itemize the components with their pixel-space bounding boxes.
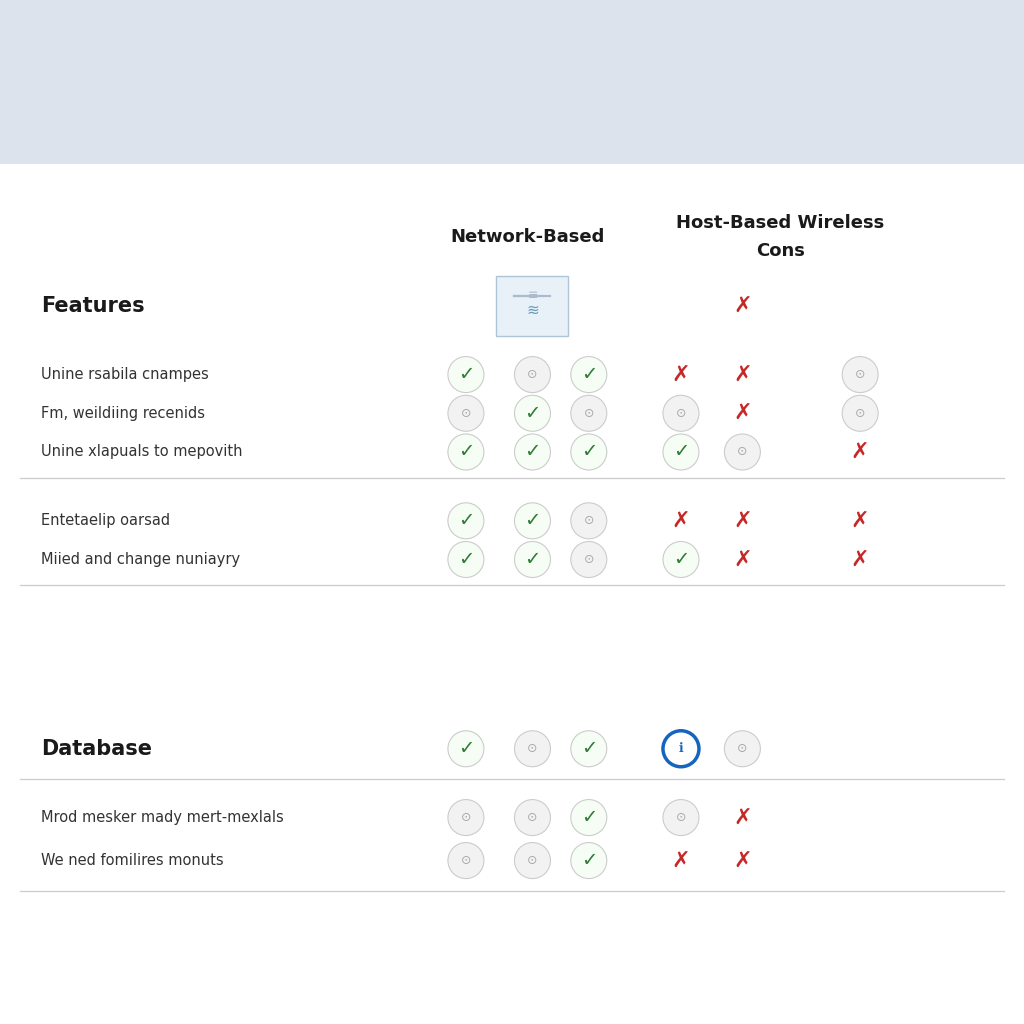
Text: We ned fomilires monuts: We ned fomilires monuts [41, 853, 223, 868]
Text: ✓: ✓ [524, 442, 541, 462]
Circle shape [842, 395, 879, 431]
Text: ✗: ✗ [733, 296, 752, 315]
Circle shape [447, 800, 484, 836]
Circle shape [514, 356, 551, 392]
Text: Entetaelip oarsad: Entetaelip oarsad [41, 513, 170, 528]
Text: ⊙: ⊙ [737, 742, 748, 756]
Text: ✓: ✓ [458, 442, 474, 462]
Circle shape [724, 434, 761, 470]
Circle shape [570, 356, 607, 392]
Circle shape [663, 731, 699, 767]
Text: ≋: ≋ [526, 303, 539, 318]
Text: ✗: ✗ [851, 442, 869, 462]
Text: ✓: ✓ [581, 739, 597, 758]
Text: Mrod mesker mady mert-mexlals: Mrod mesker mady mert-mexlals [41, 810, 284, 825]
Text: ✗: ✗ [672, 851, 690, 870]
Circle shape [447, 395, 484, 431]
Text: ✓: ✓ [673, 550, 689, 569]
Text: ✓: ✓ [673, 442, 689, 462]
Circle shape [663, 800, 699, 836]
Text: Fm, weildiing recenids: Fm, weildiing recenids [41, 406, 205, 421]
Text: ⊙: ⊙ [855, 407, 865, 420]
Text: ✓: ✓ [524, 550, 541, 569]
Text: ✗: ✗ [672, 365, 690, 385]
Text: What threry or Vulnerability Scan?: What threry or Vulnerability Scan? [41, 36, 692, 69]
Circle shape [724, 731, 761, 767]
Text: ✓: ✓ [581, 366, 597, 384]
Text: ✗: ✗ [672, 511, 690, 530]
Text: ⊙: ⊙ [527, 742, 538, 756]
Text: ⊙: ⊙ [676, 407, 686, 420]
Circle shape [447, 731, 484, 767]
Circle shape [570, 731, 607, 767]
Text: ✗: ✗ [733, 403, 752, 423]
Text: ✗: ✗ [733, 511, 752, 530]
Text: ⊙: ⊙ [584, 553, 594, 566]
Circle shape [514, 731, 551, 767]
Text: Database: Database [41, 738, 152, 759]
Text: ⊙: ⊙ [584, 407, 594, 420]
Text: ⊙: ⊙ [527, 811, 538, 824]
Circle shape [570, 434, 607, 470]
Text: ✓: ✓ [581, 808, 597, 827]
Circle shape [514, 503, 551, 539]
Text: Unine xlapuals to mepovith: Unine xlapuals to mepovith [41, 444, 243, 460]
Text: ⊙: ⊙ [527, 854, 538, 867]
Text: ≡: ≡ [527, 289, 538, 302]
Text: ✓: ✓ [458, 366, 474, 384]
Circle shape [447, 503, 484, 539]
Text: Host-Based Wireless: Host-Based Wireless [676, 214, 885, 232]
Text: Unine rsabila cnampes: Unine rsabila cnampes [41, 367, 209, 382]
Circle shape [514, 542, 551, 578]
Text: Features: Features [41, 296, 144, 315]
Circle shape [514, 434, 551, 470]
Circle shape [842, 356, 879, 392]
Circle shape [663, 395, 699, 431]
Text: Network-Based: Network-Based [451, 228, 604, 246]
Text: ✗: ✗ [733, 550, 752, 569]
Circle shape [447, 356, 484, 392]
Circle shape [570, 800, 607, 836]
Text: ✓: ✓ [458, 511, 474, 530]
Text: ⊙: ⊙ [461, 811, 471, 824]
Text: ⊙: ⊙ [676, 811, 686, 824]
Text: ✗: ✗ [733, 365, 752, 385]
Text: ✓: ✓ [524, 511, 541, 530]
Text: ⊙: ⊙ [461, 407, 471, 420]
Text: ⊙: ⊙ [855, 368, 865, 381]
Text: ✓: ✓ [458, 739, 474, 758]
FancyBboxPatch shape [497, 275, 568, 336]
Text: Miied and change nuniayry: Miied and change nuniayry [41, 552, 240, 567]
Circle shape [514, 843, 551, 879]
Circle shape [570, 395, 607, 431]
Circle shape [447, 542, 484, 578]
Text: ⊙: ⊙ [737, 445, 748, 459]
Circle shape [514, 800, 551, 836]
Circle shape [570, 542, 607, 578]
Circle shape [570, 503, 607, 539]
Text: ✗: ✗ [733, 851, 752, 870]
Circle shape [447, 434, 484, 470]
Text: ✗: ✗ [851, 511, 869, 530]
Text: ℹ: ℹ [679, 742, 683, 756]
Text: ⊙: ⊙ [584, 514, 594, 527]
Text: ✓: ✓ [458, 550, 474, 569]
Circle shape [570, 843, 607, 879]
Circle shape [663, 434, 699, 470]
Text: ✓: ✓ [581, 442, 597, 462]
Text: ⊙: ⊙ [527, 368, 538, 381]
Text: ✓: ✓ [581, 851, 597, 870]
Text: Cons: Cons [756, 242, 805, 260]
Circle shape [447, 843, 484, 879]
Text: ✓: ✓ [524, 403, 541, 423]
Text: ✗: ✗ [851, 550, 869, 569]
Circle shape [514, 395, 551, 431]
Circle shape [663, 542, 699, 578]
Text: ✗: ✗ [733, 808, 752, 827]
Text: Mnditlure in a s effentulor pulturial produtions, ther it,;ath the In grislüiic : Mnditlure in a s effentulor pulturial pr… [41, 115, 623, 130]
Text: ⊙: ⊙ [461, 854, 471, 867]
